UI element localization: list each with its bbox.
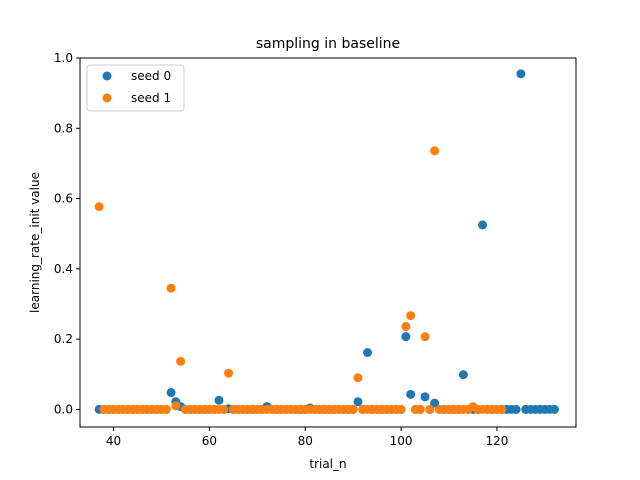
legend-label: seed 1 xyxy=(131,91,171,105)
legend-marker xyxy=(102,93,112,103)
x-tick-label: 40 xyxy=(106,434,121,448)
legend-marker xyxy=(102,71,112,81)
series-1-points xyxy=(94,146,507,414)
x-tick-label: 80 xyxy=(298,434,313,448)
legend-label: seed 0 xyxy=(131,69,171,83)
data-point xyxy=(219,404,229,414)
data-point xyxy=(353,397,363,407)
y-axis-label: learning_rate_init value xyxy=(28,172,42,313)
data-point xyxy=(363,347,373,357)
x-axis-label: trial_n xyxy=(309,457,346,471)
data-point xyxy=(425,404,435,414)
x-tick-label: 100 xyxy=(390,434,413,448)
y-tick-label: 0.6 xyxy=(54,192,73,206)
x-tick-label: 120 xyxy=(485,434,508,448)
y-tick-label: 0.4 xyxy=(54,262,73,276)
data-point xyxy=(415,404,425,414)
y-tick-label: 0.2 xyxy=(54,332,73,346)
data-point xyxy=(430,398,440,408)
data-point xyxy=(406,311,416,321)
data-point xyxy=(511,404,521,414)
data-point xyxy=(549,404,559,414)
data-point xyxy=(396,404,406,414)
data-point xyxy=(458,370,468,380)
data-point xyxy=(161,404,171,414)
data-point xyxy=(420,392,430,402)
x-axis-ticks: 40 60 80 100 120 xyxy=(106,427,508,448)
legend: seed 0 seed 1 xyxy=(86,64,185,112)
data-point xyxy=(176,356,186,366)
data-point xyxy=(516,69,526,79)
data-point xyxy=(94,202,104,212)
y-tick-label: 0.0 xyxy=(54,402,73,416)
data-point xyxy=(401,332,411,342)
data-point xyxy=(497,404,507,414)
plot-area-frame xyxy=(79,57,577,428)
data-point xyxy=(401,321,411,331)
data-point xyxy=(478,220,488,230)
data-point xyxy=(224,368,234,378)
data-point xyxy=(214,395,224,405)
data-point xyxy=(166,388,176,398)
data-point xyxy=(406,389,416,399)
data-point xyxy=(430,146,440,156)
data-point xyxy=(353,373,363,383)
y-tick-label: 1.0 xyxy=(54,51,73,65)
x-tick-label: 60 xyxy=(202,434,217,448)
y-tick-label: 0.8 xyxy=(54,121,73,135)
chart-title: sampling in baseline xyxy=(256,36,400,52)
data-point xyxy=(171,401,181,411)
y-axis-ticks: 0.0 0.2 0.4 0.6 0.8 1.0 xyxy=(54,51,80,416)
data-point xyxy=(348,404,358,414)
data-point xyxy=(420,332,430,342)
data-point xyxy=(166,283,176,293)
data-markers xyxy=(94,69,559,414)
